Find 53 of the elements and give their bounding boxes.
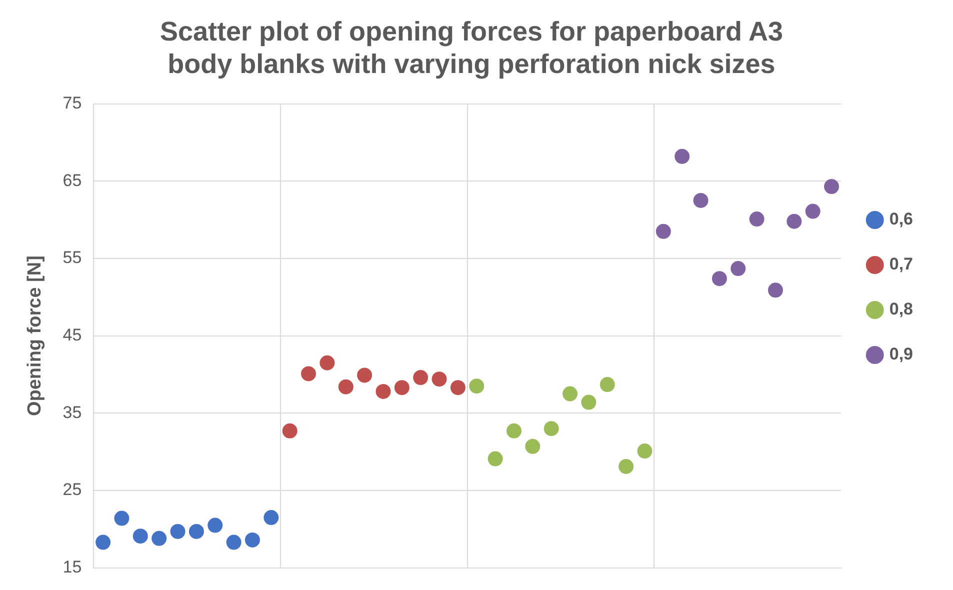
y-tick-label: 45: [62, 325, 82, 344]
point: [637, 444, 652, 459]
point: [170, 524, 186, 539]
point: [693, 192, 708, 208]
point: [152, 530, 167, 546]
point: [656, 224, 671, 239]
point: [600, 377, 615, 392]
point: [562, 386, 578, 402]
point: [376, 384, 391, 399]
point: [450, 380, 466, 396]
chart-title: Scatter plot of opening forces for paperboard A3 body blanks with varying perforation nick sizes: [160, 16, 784, 80]
point: [132, 528, 148, 544]
point: [824, 179, 840, 194]
y-tick-label: 65: [62, 170, 82, 190]
point: [730, 261, 746, 276]
point: [244, 532, 260, 548]
point: [394, 380, 410, 396]
y-tick-label: 35: [62, 402, 82, 422]
point: [488, 451, 503, 466]
y-tick-label: 75: [62, 93, 82, 112]
legend-label: 0,6: [889, 210, 914, 229]
point: [320, 355, 335, 370]
point: [357, 368, 372, 383]
legend-label: 0,8: [889, 300, 914, 319]
y-tick-label: 15: [62, 557, 82, 576]
point: [188, 524, 204, 539]
point: [768, 282, 783, 298]
point: [114, 510, 130, 526]
point: [805, 204, 820, 219]
point: [506, 423, 522, 438]
point: [674, 148, 690, 164]
point: [96, 534, 111, 550]
y-tick-label: 55: [62, 248, 82, 268]
y-axis-title: Opening force [N]: [24, 256, 46, 416]
point: [301, 366, 316, 382]
point: [413, 370, 428, 386]
legend-label: 0,7: [889, 254, 914, 274]
point: [786, 214, 802, 229]
point: [208, 518, 223, 533]
point: [282, 423, 298, 438]
point: [525, 438, 540, 454]
point: [226, 534, 242, 550]
point: [338, 379, 354, 394]
point: [432, 372, 447, 387]
y-tick-label: 25: [62, 480, 82, 500]
point: [618, 458, 634, 474]
point: [749, 212, 764, 227]
point: [264, 510, 279, 526]
legend-label: 0,9: [889, 344, 914, 364]
point: [712, 271, 727, 286]
point: [469, 378, 484, 394]
point: [544, 421, 559, 436]
point: [581, 394, 596, 410]
